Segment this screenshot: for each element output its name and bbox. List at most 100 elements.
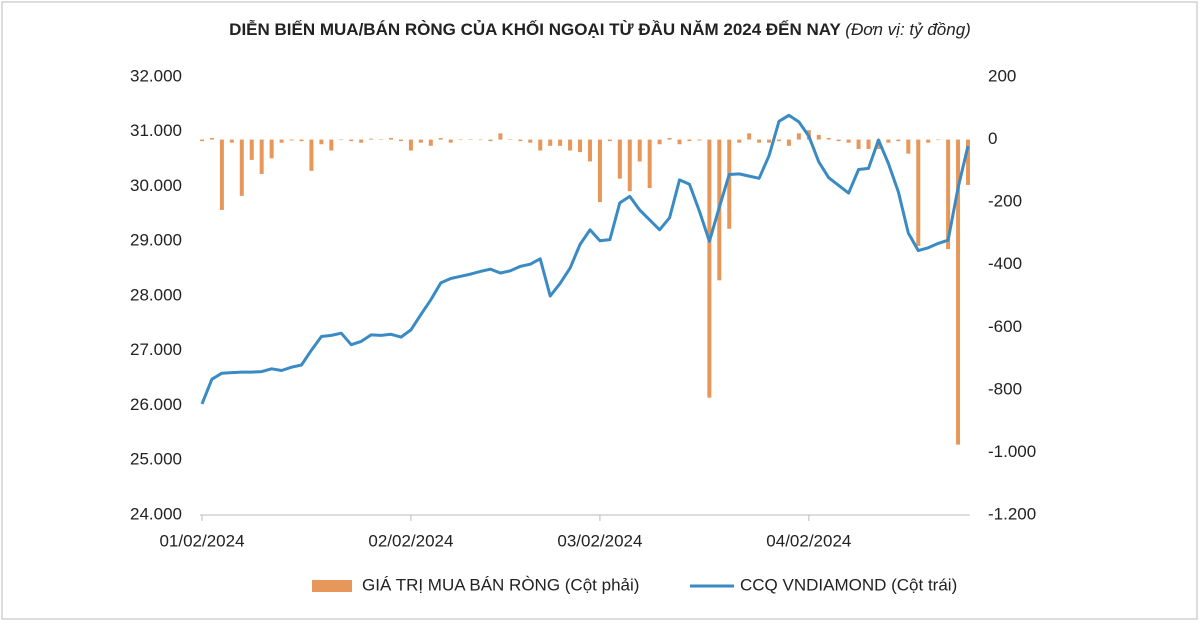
legend-label: GIÁ TRỊ MUA BÁN RÒNG (Cột phải) <box>362 575 639 594</box>
bar <box>269 139 274 159</box>
bar <box>637 139 642 162</box>
y-tick-label: 31.000 <box>130 121 182 140</box>
bar <box>200 139 204 142</box>
bar <box>389 138 394 140</box>
y2-tick-label: 0 <box>988 129 997 148</box>
bar <box>627 139 632 192</box>
bar <box>309 139 314 171</box>
bar <box>458 139 463 141</box>
bar <box>538 139 543 151</box>
bar <box>558 139 563 146</box>
bar <box>548 139 553 146</box>
bar <box>946 139 951 250</box>
bar <box>299 139 304 142</box>
y2-tick-label: -1.000 <box>988 442 1036 461</box>
bar <box>936 139 941 141</box>
bar <box>279 139 284 143</box>
bar <box>359 139 364 143</box>
bar <box>339 139 344 141</box>
x-tick-label: 02/02/2024 <box>368 531 453 550</box>
y-tick-label: 28.000 <box>130 285 182 304</box>
bar <box>926 139 931 143</box>
bar <box>349 139 354 142</box>
x-tick-label: 01/02/2024 <box>159 531 244 550</box>
bar <box>607 139 612 142</box>
bar <box>896 139 901 142</box>
bar <box>747 133 752 140</box>
x-tick-label: 03/02/2024 <box>557 531 642 550</box>
bar <box>786 139 791 146</box>
bar <box>826 138 831 140</box>
bar <box>369 138 374 140</box>
chart-subtitle: (Đơn vị: tỷ đồng) <box>845 20 971 39</box>
bar <box>856 139 861 149</box>
bar <box>816 134 821 140</box>
bar <box>488 139 493 142</box>
y-tick-label: 27.000 <box>130 340 182 359</box>
bar <box>498 133 503 140</box>
y-tick-label: 26.000 <box>130 395 182 414</box>
y-tick-label: 25.000 <box>130 450 182 469</box>
bar <box>677 139 682 145</box>
bar <box>209 138 214 140</box>
bar <box>906 139 911 154</box>
bar <box>448 139 453 143</box>
bar <box>438 138 443 140</box>
bar <box>528 139 533 143</box>
bar <box>379 139 384 141</box>
y2-tick-label: 200 <box>988 66 1016 85</box>
y-tick-label: 29.000 <box>130 231 182 250</box>
bar <box>508 139 513 141</box>
legend-swatch <box>312 580 352 592</box>
bar <box>956 139 961 445</box>
x-tick-label: 04/02/2024 <box>766 531 851 550</box>
y-tick-label: 24.000 <box>130 504 182 523</box>
y2-tick-label: -200 <box>988 192 1022 211</box>
bar <box>687 139 692 142</box>
y2-tick-label: -600 <box>988 317 1022 336</box>
y-tick-label: 30.000 <box>130 176 182 195</box>
bar <box>836 139 841 142</box>
bar <box>757 139 762 143</box>
bar <box>518 139 523 142</box>
bar <box>796 133 801 140</box>
bar <box>468 139 473 141</box>
y2-tick-label: -800 <box>988 379 1022 398</box>
bar <box>259 139 264 174</box>
bar <box>578 139 583 153</box>
bar <box>319 139 324 145</box>
bar <box>229 139 234 143</box>
bar <box>329 139 334 151</box>
bar <box>568 139 573 151</box>
bar <box>219 139 224 210</box>
bar <box>408 139 413 151</box>
bar <box>239 139 244 196</box>
bar <box>737 139 742 143</box>
bar <box>597 139 602 203</box>
bar <box>617 139 622 179</box>
bar <box>478 139 483 141</box>
bar <box>846 139 851 143</box>
chart-title: DIỄN BIẾN MUA/BÁN RÒNG CỦA KHỐI NGOẠI TỪ… <box>229 19 841 39</box>
bar <box>657 139 662 145</box>
legend-label: CCQ VNDIAMOND (Cột trái) <box>740 575 957 594</box>
bar <box>398 139 403 142</box>
bar <box>647 139 652 189</box>
bar <box>866 139 871 149</box>
chart-title-group: DIỄN BIẾN MUA/BÁN RÒNG CỦA KHỐI NGOẠI TỪ… <box>229 19 971 39</box>
y-tick-label: 32.000 <box>130 66 182 85</box>
bar <box>249 139 254 160</box>
bar <box>667 138 672 140</box>
bar <box>727 139 732 229</box>
bar <box>767 139 772 143</box>
bar <box>776 139 781 142</box>
bar <box>707 139 712 398</box>
bar <box>587 139 592 162</box>
y2-tick-label: -1.200 <box>988 504 1036 523</box>
bar <box>886 139 891 143</box>
bar <box>966 139 970 185</box>
bar <box>697 139 702 141</box>
bar <box>916 139 921 246</box>
